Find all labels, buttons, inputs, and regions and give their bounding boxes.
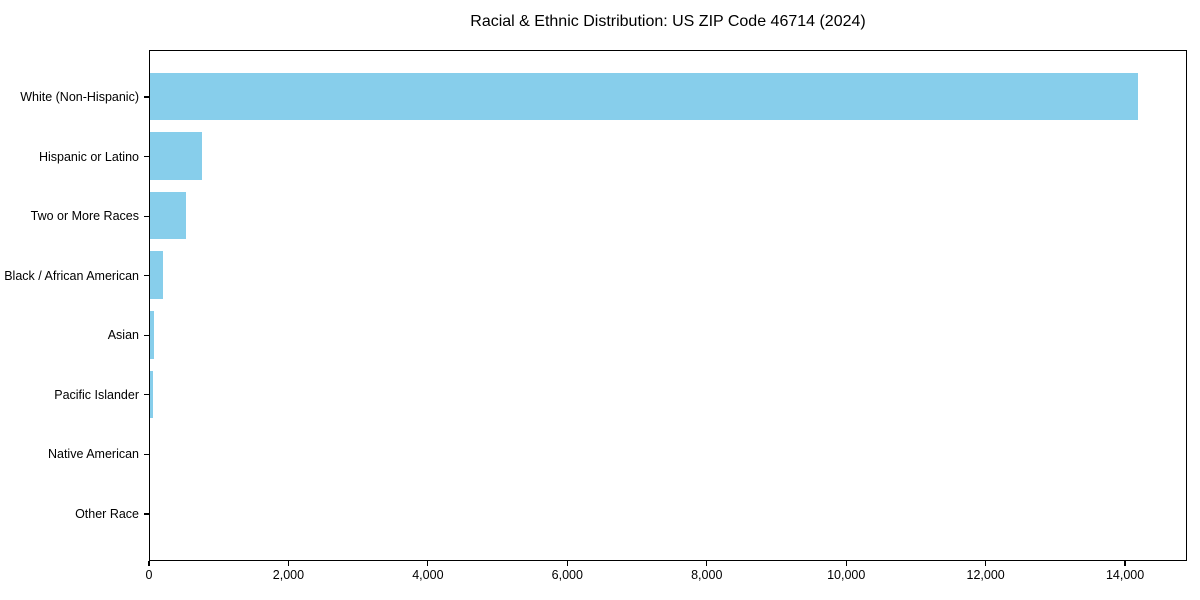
y-axis-tick [144, 215, 149, 217]
bar [150, 132, 203, 180]
bar [150, 191, 186, 240]
x-axis-tick [287, 561, 290, 566]
x-axis-label: 8,000 [691, 568, 723, 582]
y-axis-label: Hispanic or Latino [38, 149, 139, 164]
y-axis-tick [144, 334, 149, 336]
x-axis-label: 10,000 [827, 568, 866, 582]
x-axis-tick [706, 561, 708, 566]
y-axis-tick [144, 275, 149, 277]
y-axis-tick [144, 156, 149, 158]
y-axis-label: White (Non-Hispanic) [20, 90, 139, 105]
x-axis-tick [566, 561, 568, 566]
x-axis-label: 0 [145, 568, 153, 582]
y-axis-label: Pacific Islander [54, 387, 139, 402]
plot-area [149, 50, 1187, 561]
y-axis-label: Black / African American [4, 268, 139, 283]
y-axis-label: Other Race [75, 506, 139, 521]
x-axis-label: 14,000 [1105, 568, 1145, 582]
bar [150, 251, 164, 300]
x-axis-label: 2,000 [272, 568, 305, 582]
y-axis-tick [144, 96, 149, 98]
x-axis-tick [845, 561, 847, 566]
y-axis-label: Two or More Races [30, 209, 139, 224]
chart-title: Racial & Ethnic Distribution: US ZIP Cod… [470, 13, 866, 30]
y-axis-label: Native American [47, 447, 139, 462]
bar [150, 310, 154, 359]
bar [150, 370, 153, 419]
bar [150, 72, 1138, 121]
x-axis-label: 4,000 [412, 568, 444, 582]
x-axis-tick [1124, 561, 1126, 566]
x-axis-label: 6,000 [551, 568, 583, 582]
y-axis-tick [144, 513, 149, 515]
x-axis-tick [985, 561, 987, 566]
y-axis-tick [144, 453, 149, 455]
y-axis-label: Asian [107, 328, 139, 343]
x-axis-label: 12,000 [966, 568, 1005, 582]
x-axis-tick [427, 561, 429, 566]
x-axis-tick [148, 561, 150, 566]
y-axis-tick [144, 394, 149, 396]
